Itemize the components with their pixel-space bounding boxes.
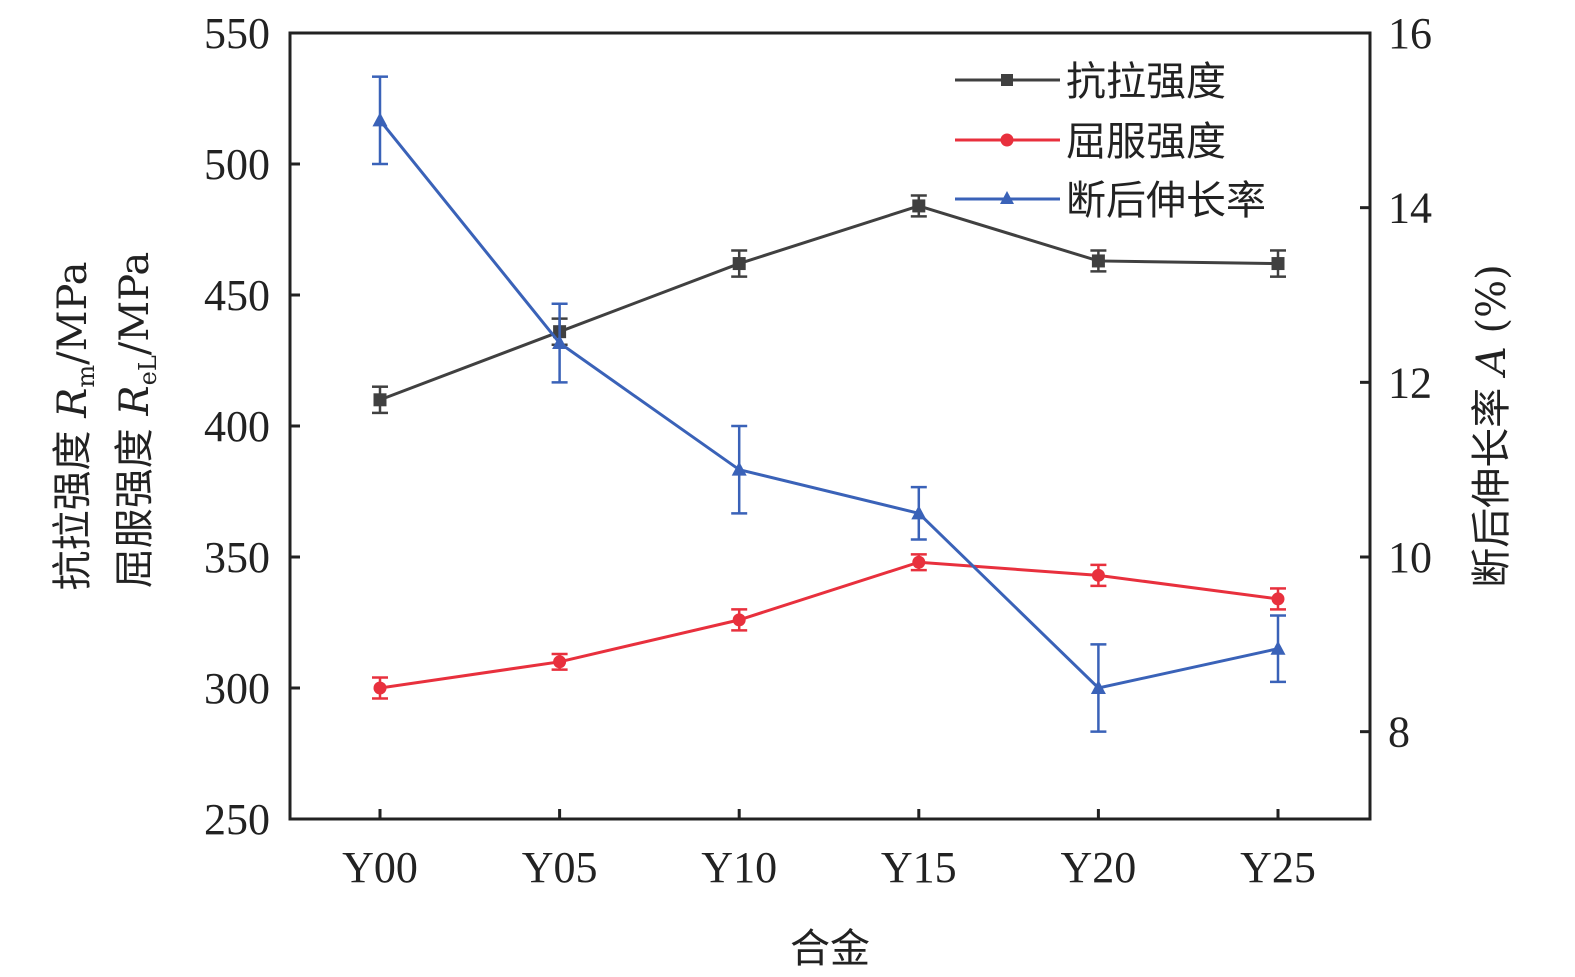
legend-marker-tensile [1001,74,1013,86]
data-point [732,257,746,271]
legend: 抗拉强度 屈服强度 断后伸长率 [955,59,1266,224]
y-right-tick-label: 16 [1388,9,1432,58]
x-tick-label: Y00 [342,843,418,892]
data-point [1091,568,1105,582]
y-left-tick-label: 350 [204,533,270,582]
legend-label-elongation: 断后伸长率 [1066,178,1266,224]
y-left-tick-label: 400 [204,402,270,451]
y-left-tick-label: 300 [204,664,270,713]
data-point [553,655,567,669]
x-tick-label: Y10 [701,843,777,892]
legend-item-yield: 屈服强度 [955,119,1226,165]
data-point [731,461,747,476]
data-point [373,681,387,695]
series-line [379,560,1279,690]
data-point [552,335,568,350]
data-point [1270,640,1286,655]
data-point [912,199,926,213]
y-right-tick-label: 12 [1388,358,1432,407]
data-point [1271,592,1285,606]
y-left-tick-label: 550 [204,9,270,58]
y-right-tick-label: 8 [1388,708,1410,757]
series-2 [372,75,1286,733]
y-right-tick-label: 14 [1388,184,1432,233]
data-point [373,393,387,407]
legend-label-yield: 屈服强度 [1066,119,1226,165]
y-left-axis-title-line2: 屈服强度 ReL/MPa [112,252,162,588]
y-right-tick-label: 10 [1388,533,1432,582]
series-line [378,119,1279,690]
data-point [1091,254,1105,268]
series-1 [372,553,1286,700]
data-point [1090,680,1106,694]
series-line [379,204,1279,402]
legend-label-tensile: 抗拉强度 [1066,59,1226,105]
legend-marker-elongation [1000,191,1014,204]
x-axis-title: 合金 [790,926,870,972]
data-point [372,112,388,127]
y-left-axis-title-line1: 抗拉强度 Rm/MPa [50,261,100,590]
y-left-tick-label: 250 [204,795,270,844]
x-tick-label: Y25 [1240,843,1316,892]
data-point [912,555,926,569]
series-layer [372,75,1286,733]
y-left-tick-label: 500 [204,140,270,189]
data-point [911,505,927,520]
axis-ticks: 250 300 350 400 450 500 550 8 10 12 14 16 Y00 Y05 Y10 Y… [204,9,1432,892]
legend-item-elongation: 断后伸长率 [955,178,1266,224]
legend-item-tensile: 抗拉强度 [955,59,1226,105]
data-point [732,613,746,627]
data-point [1271,257,1285,271]
y-right-axis-title: 断后伸长率 A (%) [1469,264,1515,588]
x-tick-label: Y20 [1061,843,1137,892]
legend-marker-yield [1000,133,1014,147]
x-tick-label: Y05 [522,843,598,892]
x-tick-label: Y15 [881,843,957,892]
series-0 [372,194,1286,415]
y-left-tick-label: 450 [204,271,270,320]
